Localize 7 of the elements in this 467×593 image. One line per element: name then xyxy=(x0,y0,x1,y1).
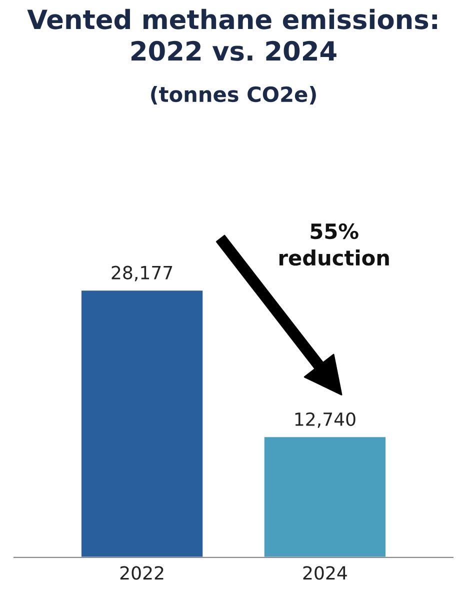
data-label: 28,177 xyxy=(112,266,172,282)
x-tick-label: 2022 xyxy=(120,566,164,580)
chart-subtitle: (tonnes CO2e) xyxy=(151,86,316,105)
text: 55% reduction xyxy=(279,223,389,266)
chart-title: Vented methane emissions: 2022 vs. 2024 xyxy=(27,8,437,61)
x-tick-label: 2024 xyxy=(303,566,347,580)
data-label: 12,740 xyxy=(295,412,356,428)
